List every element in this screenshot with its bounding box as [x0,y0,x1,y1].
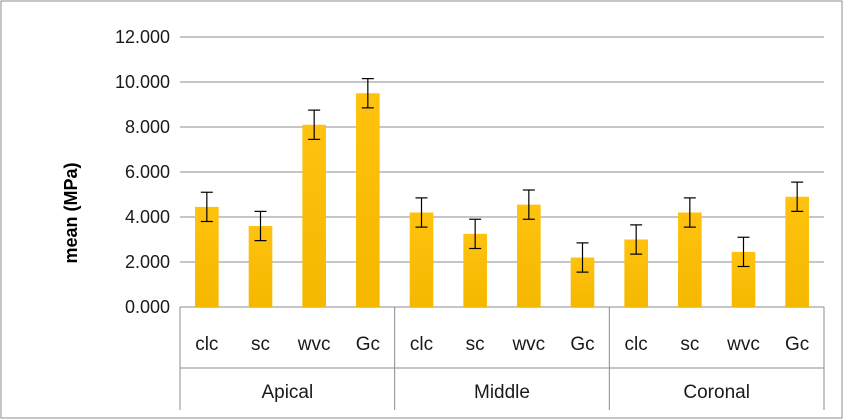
x-category-label: sc [466,334,485,355]
y-axis-title: mean (MPa) [61,162,81,263]
y-tick-label: 8.000 [125,117,170,137]
x-category-label: wvc [511,334,545,355]
x-group-label: Apical [261,382,313,403]
y-tick-label: 10.000 [115,72,170,92]
bar-coronal-clc [624,239,648,307]
bar-apical-wvc [302,124,326,307]
bar-middle-wvc [517,204,541,307]
x-category-label: wvc [297,334,331,355]
bar-middle-sc [463,233,487,307]
bar-coronal-sc [678,212,702,307]
x-category-label: clc [410,334,433,355]
x-category-label: sc [251,334,270,355]
x-category-label: Gc [570,334,594,355]
x-category-label: sc [680,334,699,355]
x-category-label: wvc [726,334,760,355]
y-tick-label: 4.000 [125,207,170,227]
y-tick-label: 6.000 [125,162,170,182]
bar-apical-clc [195,206,219,307]
y-tick-label: 12.000 [115,27,170,47]
x-group-label: Middle [474,382,530,403]
bar-middle-gc [570,257,595,307]
x-group-label: Coronal [683,382,750,403]
bar-coronal-gc [785,196,809,307]
bar-apical-gc [356,93,380,307]
bar-coronal-wvc [731,251,756,307]
x-category-label: clc [195,334,218,355]
x-category-label: Gc [785,334,809,355]
y-tick-label: 2.000 [125,252,170,272]
y-tick-label: 0.000 [125,297,170,317]
x-category-label: Gc [356,334,380,355]
x-category-label: clc [625,334,648,355]
bar-apical-sc [248,226,273,307]
bar-middle-clc [409,212,434,307]
